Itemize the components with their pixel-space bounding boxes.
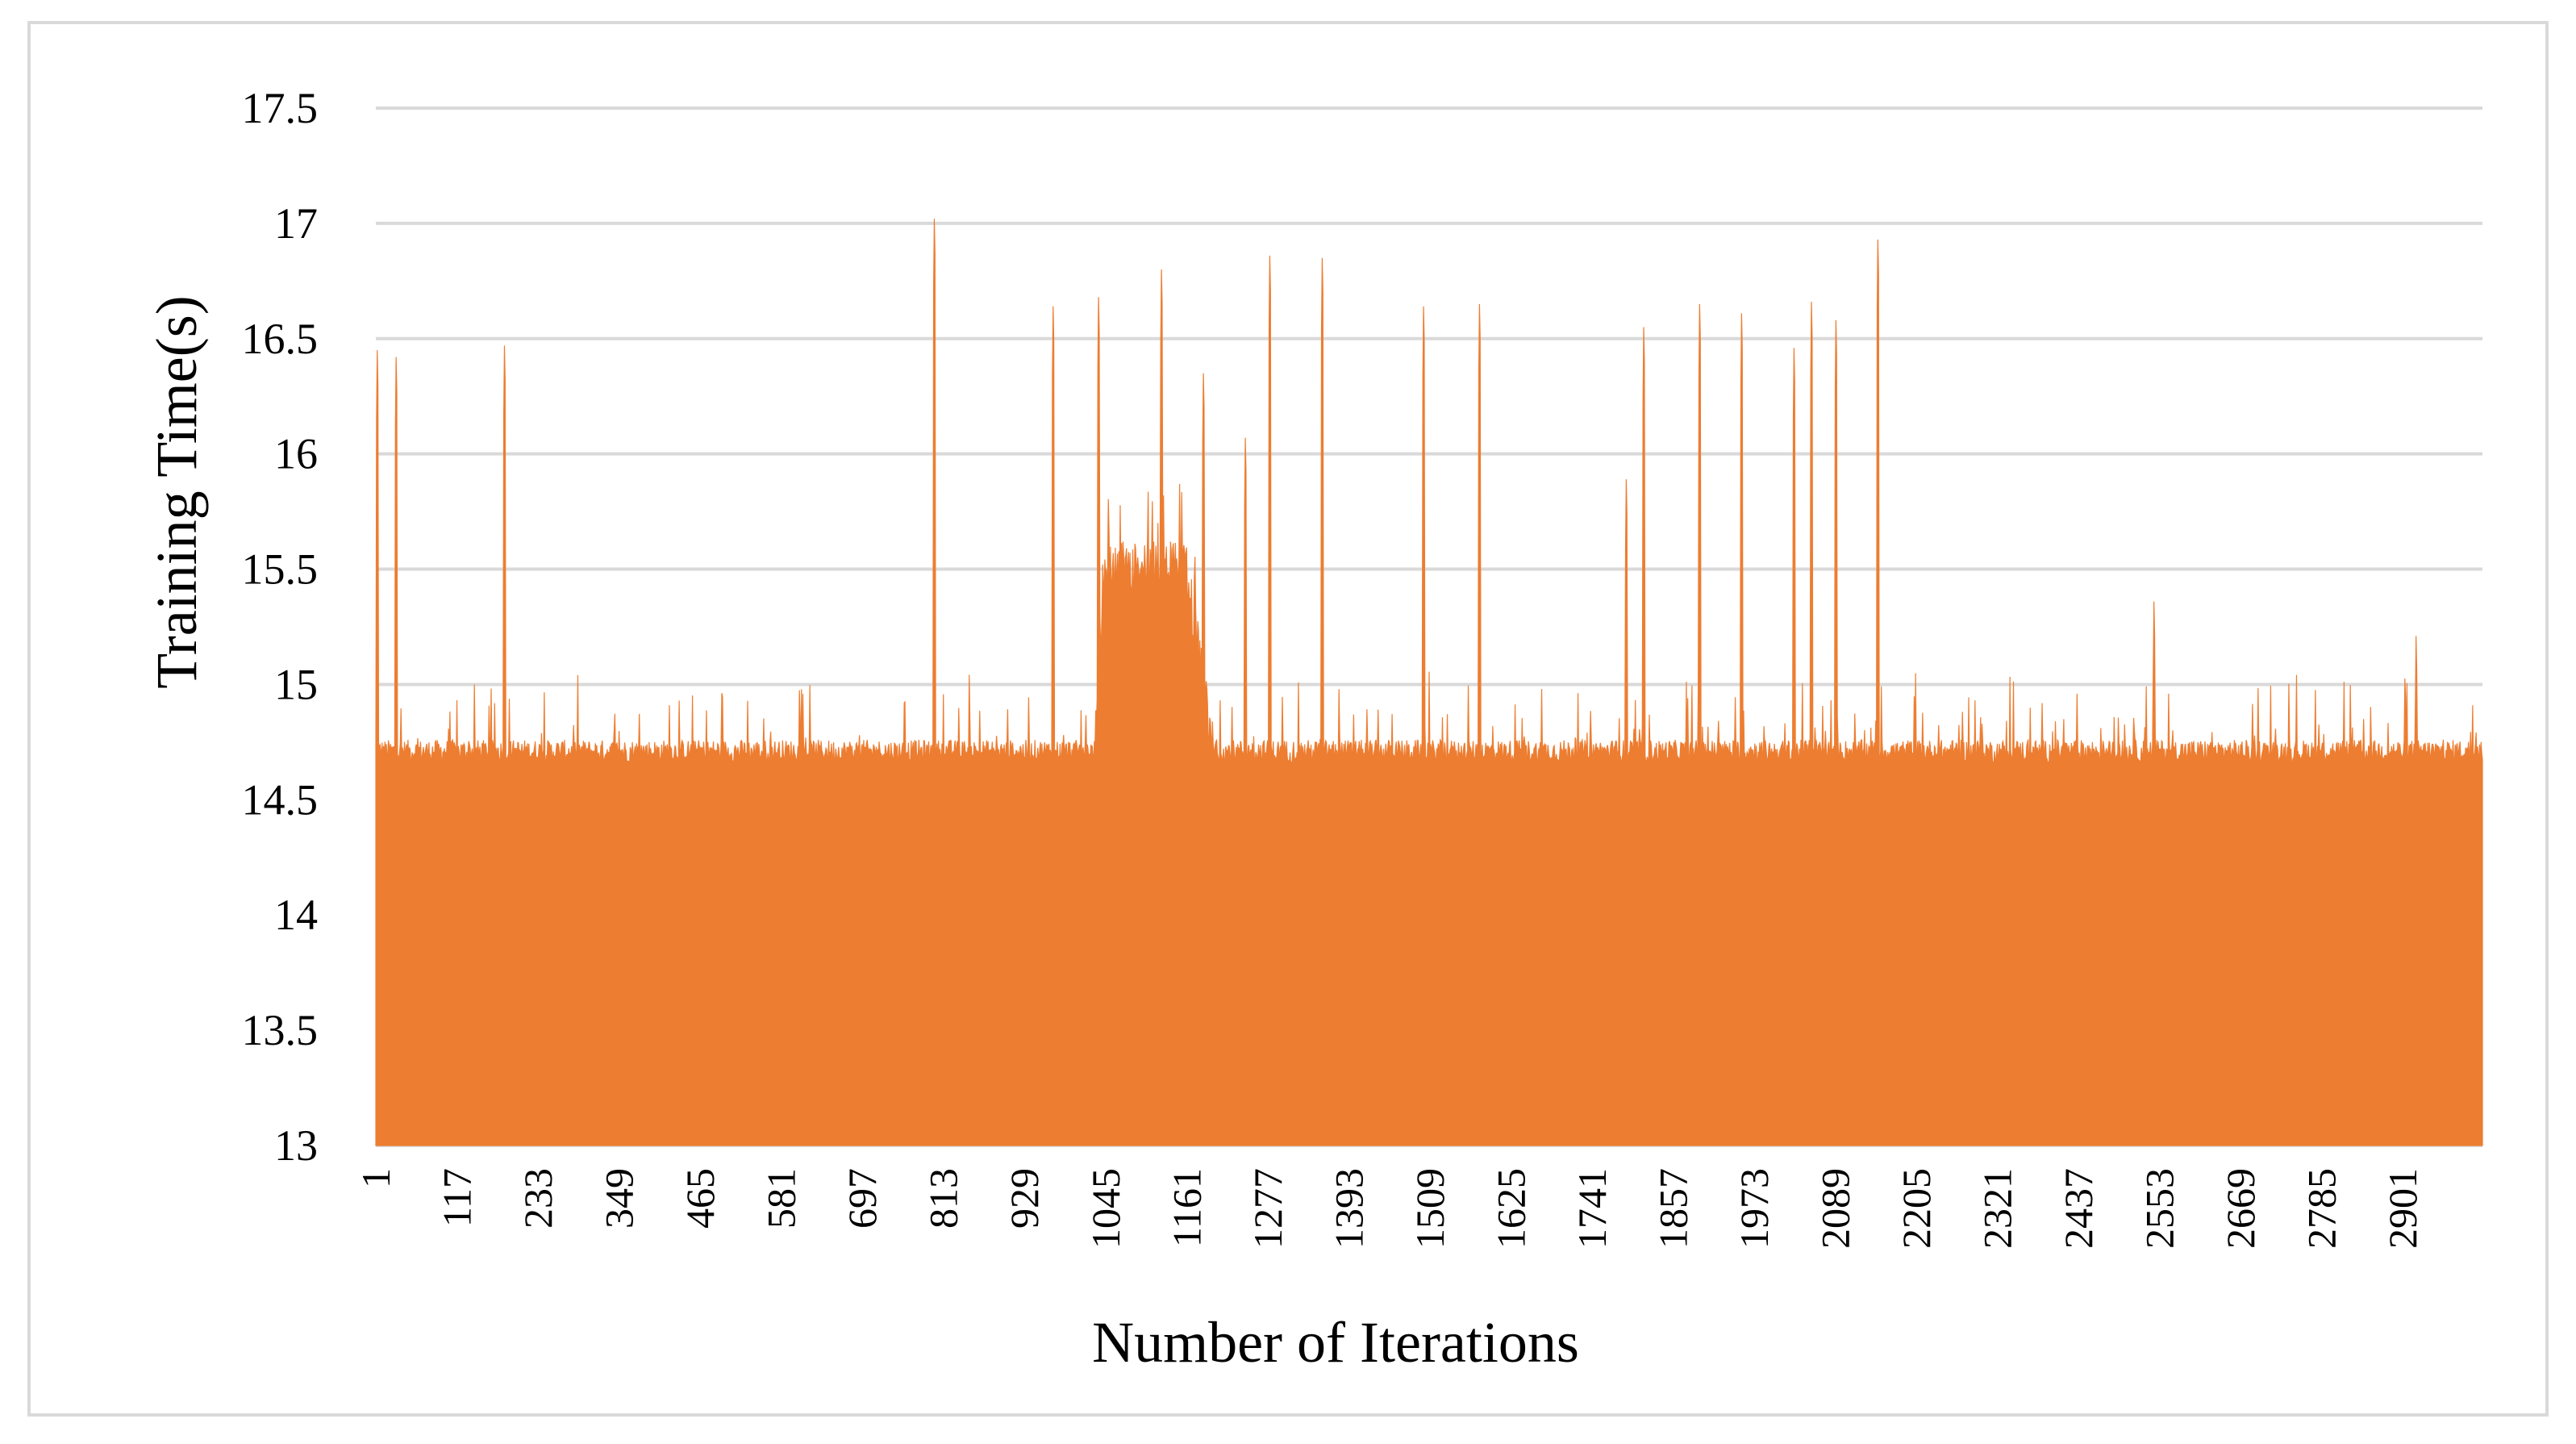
x-tick-label: 581	[759, 1168, 804, 1229]
y-axis-ticks: 13 13.5 14 14.5 15 15.5 16 16.5 17 17.5	[242, 84, 319, 1170]
y-tick-label: 13.5	[242, 1006, 319, 1054]
x-tick-label: 1045	[1083, 1168, 1128, 1249]
x-tick-label: 1161	[1164, 1168, 1209, 1247]
y-tick-label: 17.5	[242, 84, 319, 132]
x-tick-label: 2901	[2380, 1168, 2425, 1249]
x-tick-label: 1277	[1245, 1168, 1290, 1249]
x-tick-label: 2437	[2056, 1168, 2101, 1249]
x-tick-label: 929	[1002, 1168, 1047, 1229]
y-tick-label: 13	[274, 1121, 318, 1170]
series-area	[375, 219, 2483, 1146]
x-tick-label: 1509	[1407, 1168, 1453, 1249]
x-tick-label: 1741	[1569, 1168, 1615, 1249]
x-tick-label: 2669	[2218, 1168, 2263, 1249]
training-time-area	[375, 219, 2483, 1146]
y-axis-title: Training Time(s)	[144, 295, 209, 688]
x-tick-label: 2205	[1894, 1168, 1939, 1249]
x-tick-label: 1393	[1326, 1168, 1371, 1249]
x-tick-label: 2089	[1813, 1168, 1858, 1249]
x-tick-label: 813	[921, 1168, 966, 1229]
x-tick-label: 349	[597, 1168, 642, 1229]
chart-frame: 13 13.5 14 14.5 15 15.5 16 16.5 17 17.5 1 117 233 34…	[27, 21, 2549, 1417]
y-tick-label: 17	[274, 199, 318, 248]
y-tick-label: 16.5	[242, 315, 319, 363]
x-tick-label: 2785	[2299, 1168, 2345, 1249]
x-axis-ticks: 1 117 233 349 465 581 697 813 929 1045 1161 1277 139…	[353, 1168, 2425, 1249]
x-tick-label: 1857	[1650, 1168, 1695, 1249]
y-tick-label: 14.5	[242, 775, 319, 824]
x-tick-label: 697	[840, 1168, 885, 1229]
y-tick-label: 14	[274, 891, 318, 939]
x-tick-label: 1973	[1732, 1168, 1777, 1249]
x-tick-label: 233	[515, 1168, 561, 1229]
x-tick-label: 117	[435, 1168, 480, 1227]
y-tick-label: 16	[274, 430, 318, 478]
y-tick-label: 15.5	[242, 545, 319, 594]
x-tick-label: 1625	[1488, 1168, 1533, 1249]
x-tick-label: 1	[353, 1168, 398, 1188]
training-time-chart: 13 13.5 14 14.5 15 15.5 16 16.5 17 17.5 1 117 233 34…	[144, 84, 2483, 1375]
x-tick-label: 2321	[1975, 1168, 2020, 1249]
y-tick-label: 15	[274, 660, 318, 708]
x-axis-title: Number of Iterations	[1092, 1310, 1579, 1375]
x-tick-label: 465	[677, 1168, 723, 1229]
x-tick-label: 2553	[2137, 1168, 2182, 1249]
